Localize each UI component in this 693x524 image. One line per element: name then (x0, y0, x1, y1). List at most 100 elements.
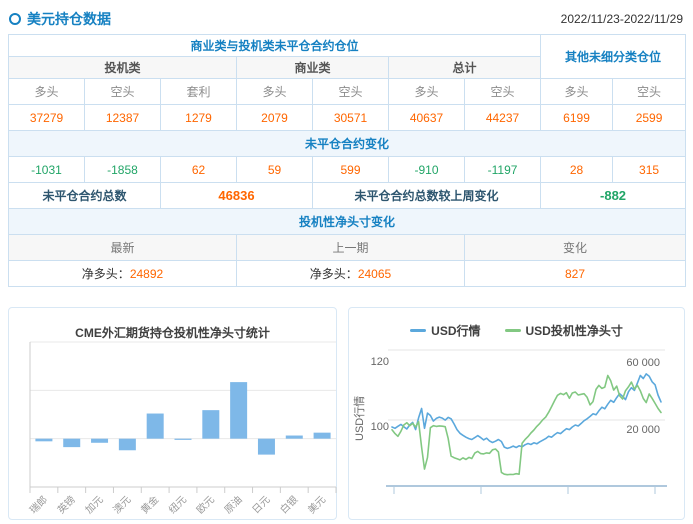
net-col-latest: 最新 (8, 234, 237, 261)
change-value: -910 (388, 156, 465, 183)
position-value: 44237 (463, 104, 542, 131)
net-latest-cell: 净多头：24892 (8, 260, 237, 287)
date-range: 2022/11/23-2022/11/29 (560, 12, 683, 26)
change-value: 599 (312, 156, 389, 183)
col-header: 套利 (160, 78, 237, 105)
bar (174, 438, 192, 440)
change-value: -1858 (84, 156, 161, 183)
net-col-change: 变化 (463, 234, 687, 261)
table-row: 净多头：24892 净多头：24065 827 (8, 260, 687, 287)
x-axis-label: 澳元 (110, 493, 133, 516)
net-previous-label: 净多头： (309, 267, 358, 281)
x-axis-label: 美元 (305, 493, 328, 516)
section-title-group: 美元持仓数据 (9, 9, 111, 29)
x-axis-label: 日元 (251, 494, 273, 516)
total-open-interest-value: 46836 (160, 182, 313, 209)
right-axis-tick-label: 20 000 (626, 424, 660, 436)
net-latest-label: 净多头： (81, 267, 130, 281)
total-open-interest-label: 未平仓合约总数 (8, 182, 161, 209)
x-axis-label: 黄金 (138, 493, 161, 516)
legend-dash-icon (410, 329, 427, 332)
legend-label: USD投机性净头寸 (525, 324, 623, 338)
bar (118, 438, 136, 451)
change-value: 62 (160, 156, 237, 183)
legend-label: USD行情 (431, 324, 481, 338)
subgroup-total: 总计 (387, 56, 542, 79)
series-line-right (391, 374, 662, 476)
table-row: 多头 空头 套利 多头 空头 多头 空头 多头 空头 (8, 78, 687, 105)
net-change-value: 827 (565, 266, 586, 281)
position-value: 6199 (540, 104, 614, 131)
position-value: 1279 (160, 104, 237, 131)
bar (313, 432, 331, 439)
change-value: -1197 (463, 156, 542, 183)
bar (63, 438, 81, 448)
col-header: 空头 (612, 78, 687, 105)
position-value: 37279 (8, 104, 85, 131)
positions-table: 商业类与投机类未平仓合约仓位 其他未细分类仓位 投机类 商业类 总计 多头 空头… (7, 34, 687, 287)
bar-chart-svg: 瑞郎 英镑 加元 澳元 黄金 纽元 欧元 原油 日元 白银 美元 (27, 341, 337, 517)
line-chart-panel: USD行情 USD投机性净头寸 120 100 60 000 20 000 USD行情 (348, 307, 685, 520)
group-header-main: 商业类与投机类未平仓合约仓位 (7, 34, 542, 57)
total-change-value: -882 (540, 182, 687, 209)
col-header: 多头 (540, 78, 614, 105)
table-row: 最新 上一期 变化 (8, 234, 687, 261)
subgroup-speculative: 投机类 (8, 56, 237, 79)
table-row: 未平仓合约总数 46836 未平仓合约总数较上周变化 -882 (8, 182, 687, 209)
page-title: 美元持仓数据 (27, 11, 111, 27)
position-value: 40637 (388, 104, 465, 131)
total-change-label: 未平仓合约总数较上周变化 (311, 182, 542, 209)
x-axis-label: 白银 (277, 493, 300, 516)
x-axis-label: 瑞郎 (27, 493, 50, 516)
bar (230, 382, 248, 439)
bar (35, 438, 53, 442)
table-row: 投机类 商业类 总计 (8, 56, 686, 79)
section-header: 美元持仓数据 2022/11/23-2022/11/29 (0, 0, 693, 32)
left-axis-tick-label: 100 (371, 421, 389, 433)
table-row: 37279 12387 1279 2079 30571 40637 44237 … (8, 104, 687, 131)
change-section-header: 未平仓合约变化 (7, 130, 687, 157)
y-axis-title: USD行情 (353, 396, 366, 441)
col-header: 多头 (8, 78, 85, 105)
col-header: 空头 (312, 78, 389, 105)
legend-item[interactable]: USD投机性净头寸 (504, 322, 623, 339)
position-value: 2079 (236, 104, 313, 131)
x-axis-label: 欧元 (194, 494, 217, 517)
legend-item[interactable]: USD行情 (410, 322, 481, 339)
subgroup-commercial: 商业类 (236, 56, 389, 79)
col-header: 多头 (388, 78, 465, 105)
net-change-cell: 827 (463, 260, 687, 287)
table-row: 商业类与投机类未平仓合约仓位 其他未细分类仓位 (7, 34, 687, 79)
table-row: -1031 -1858 62 59 599 -910 -1197 28 315 (8, 156, 687, 183)
charts-row: CME外汇期货持仓投机性净头寸统计 瑞郎 英镑 加元 澳元 黄金 纽元 欧元 原油 日元 白银 美元… (0, 287, 693, 520)
position-value: 30571 (312, 104, 389, 131)
x-axis-label: 原油 (221, 493, 244, 516)
net-section-header: 投机性净头寸变化 (7, 208, 687, 235)
net-latest-value: 24892 (129, 267, 164, 281)
bar (285, 435, 303, 439)
position-value: 12387 (84, 104, 161, 131)
x-axis-label: 加元 (83, 494, 106, 517)
group-header-other: 其他未细分类仓位 (540, 34, 687, 79)
net-previous-value: 24065 (357, 267, 392, 281)
bar (91, 438, 109, 443)
line-chart-legend: USD行情 USD投机性净头寸 (349, 322, 684, 339)
change-value: -1031 (8, 156, 85, 183)
x-axis-label: 英镑 (55, 493, 78, 516)
bar (202, 410, 220, 439)
change-value: 59 (236, 156, 313, 183)
position-value: 2599 (612, 104, 687, 131)
bar (257, 438, 275, 455)
bar-chart-title: CME外汇期货持仓投机性净头寸统计 (75, 326, 270, 340)
bar (146, 413, 164, 439)
legend-dash-icon (504, 329, 521, 332)
table-row: 未平仓合约变化 (7, 130, 687, 157)
col-header: 空头 (463, 78, 542, 105)
col-header: 空头 (84, 78, 161, 105)
x-axis-label: 纽元 (166, 493, 189, 516)
change-value: 28 (540, 156, 614, 183)
line-chart-svg: 120 100 60 000 20 000 USD行情 (353, 349, 668, 494)
right-axis-tick-label: 60 000 (626, 357, 660, 369)
section-bullet-icon (9, 13, 21, 25)
